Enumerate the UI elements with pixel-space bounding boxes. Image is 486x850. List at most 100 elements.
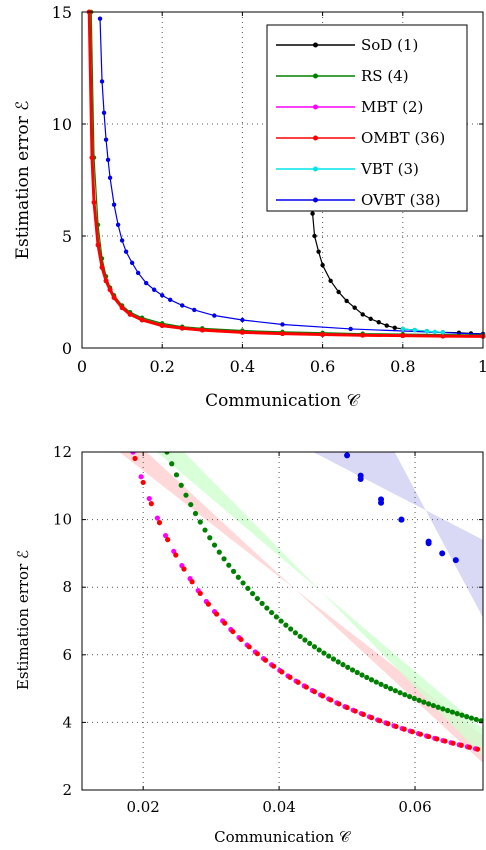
data-point bbox=[426, 701, 432, 707]
data-point bbox=[354, 669, 360, 676]
x-tick-label: 0.04 bbox=[262, 798, 295, 816]
data-point bbox=[393, 723, 399, 730]
data-point bbox=[440, 330, 446, 335]
legend-label: RS (4) bbox=[361, 67, 409, 85]
data-point bbox=[164, 452, 170, 455]
data-point bbox=[417, 731, 424, 737]
legend-marker bbox=[313, 104, 318, 110]
data-point bbox=[230, 628, 236, 635]
data-point bbox=[440, 706, 446, 712]
data-point bbox=[432, 329, 438, 335]
data-point bbox=[139, 317, 145, 323]
data-point bbox=[295, 679, 301, 685]
data-point bbox=[192, 510, 199, 517]
data-point bbox=[180, 303, 185, 308]
data-point bbox=[397, 690, 403, 696]
data-point bbox=[273, 614, 279, 620]
data-point bbox=[400, 326, 405, 332]
data-point bbox=[328, 697, 334, 703]
data-point bbox=[426, 733, 432, 740]
data-point bbox=[344, 298, 349, 304]
data-point bbox=[340, 662, 346, 668]
data-point bbox=[138, 474, 144, 480]
data-point bbox=[352, 708, 358, 714]
data-point bbox=[321, 650, 327, 656]
data-point bbox=[188, 501, 194, 508]
data-point bbox=[303, 684, 309, 690]
data-point bbox=[264, 605, 270, 611]
data-point bbox=[458, 742, 464, 748]
data-point bbox=[221, 556, 227, 562]
y-tick-label: 10 bbox=[53, 511, 72, 529]
data-point bbox=[111, 202, 117, 207]
data-point bbox=[434, 736, 440, 742]
data-point bbox=[103, 137, 109, 142]
data-point bbox=[360, 332, 366, 338]
data-point bbox=[132, 455, 138, 462]
data-point bbox=[226, 562, 232, 568]
x-tick-label: 0.6 bbox=[310, 357, 335, 376]
data-point bbox=[197, 519, 203, 525]
data-point bbox=[392, 688, 398, 694]
data-point bbox=[262, 657, 269, 663]
data-point bbox=[302, 637, 308, 643]
data-point bbox=[445, 707, 451, 714]
y-tick-label: 8 bbox=[62, 578, 72, 596]
data-point bbox=[129, 260, 135, 266]
data-point bbox=[368, 316, 373, 322]
data-point bbox=[154, 515, 161, 521]
data-point bbox=[181, 566, 187, 572]
data-point bbox=[442, 738, 448, 744]
data-point bbox=[344, 452, 351, 459]
bottom-ticks: 0.02 0.04 0.06 2 4 6 8 10 12 bbox=[53, 443, 483, 816]
data-point bbox=[269, 609, 275, 616]
bottom-series bbox=[130, 452, 483, 752]
data-point bbox=[387, 686, 394, 692]
data-point bbox=[280, 322, 285, 327]
data-point bbox=[95, 242, 101, 248]
y-tick-label: 10 bbox=[52, 115, 72, 134]
data-point bbox=[135, 270, 141, 276]
legend-box bbox=[266, 24, 468, 212]
legend-label: OMBT (36) bbox=[361, 129, 445, 147]
data-point bbox=[378, 499, 385, 506]
data-point bbox=[279, 669, 285, 675]
data-point bbox=[271, 663, 277, 669]
data-point bbox=[222, 620, 228, 626]
data-point bbox=[246, 644, 252, 650]
data-point bbox=[127, 311, 133, 317]
data-point bbox=[348, 326, 353, 332]
data-point bbox=[101, 110, 107, 116]
data-point bbox=[473, 716, 479, 723]
data-point bbox=[162, 532, 169, 539]
data-point bbox=[384, 323, 389, 328]
y-tick-label: 6 bbox=[62, 646, 72, 664]
data-point bbox=[99, 264, 105, 270]
bottom-y-axis-title: Estimation error ℰ bbox=[14, 550, 32, 690]
data-point bbox=[146, 495, 152, 502]
data-point bbox=[430, 702, 436, 709]
legend-marker bbox=[313, 197, 318, 203]
series-line bbox=[90, 11, 484, 336]
top-legend: SoD (1) RS (4) MBT (2) OMBT (36) VBT (3) OVBT… bbox=[266, 24, 468, 212]
x-tick-label: 1 bbox=[478, 357, 486, 376]
data-point bbox=[151, 287, 157, 292]
x-tick-label: 0.02 bbox=[126, 798, 159, 816]
data-point bbox=[183, 492, 189, 498]
data-point bbox=[205, 601, 212, 607]
data-point bbox=[216, 549, 222, 555]
data-point bbox=[474, 746, 481, 752]
top-plot-frame bbox=[81, 11, 484, 349]
data-point bbox=[199, 327, 205, 333]
data-point bbox=[328, 278, 333, 283]
data-point bbox=[320, 332, 326, 338]
top-x-axis-title: Communication 𝒞 bbox=[205, 391, 360, 411]
data-point bbox=[178, 482, 184, 488]
data-point bbox=[259, 600, 265, 607]
y-tick-label: 2 bbox=[62, 781, 72, 799]
y-tick-label: 5 bbox=[62, 227, 72, 246]
data-point bbox=[364, 674, 370, 681]
data-point bbox=[316, 647, 322, 653]
x-tick-label: 0.4 bbox=[230, 357, 255, 376]
data-point bbox=[311, 688, 318, 695]
